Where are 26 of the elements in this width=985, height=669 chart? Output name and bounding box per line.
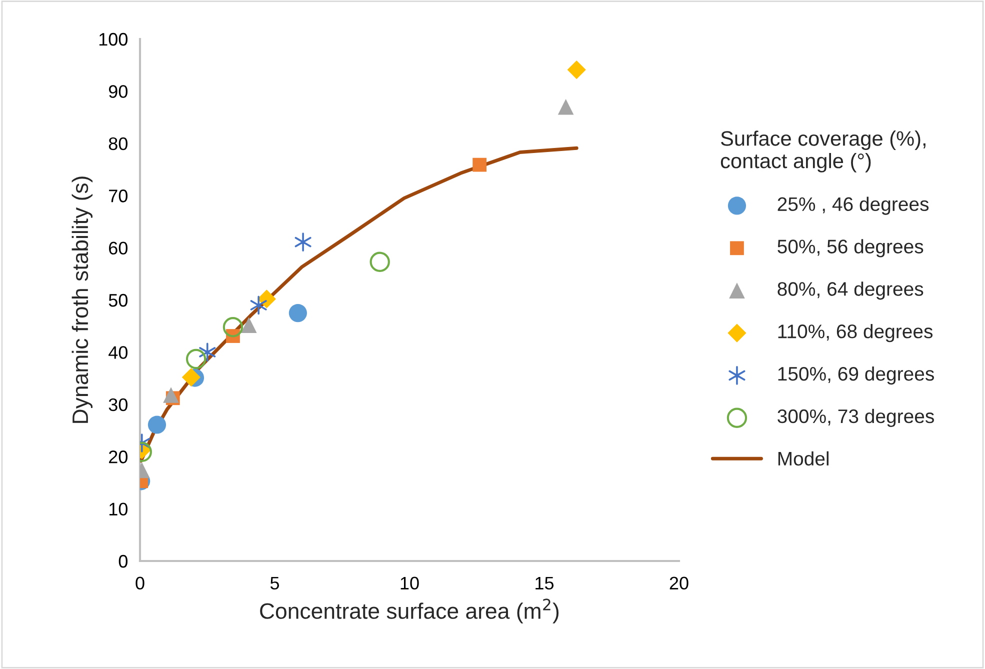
y-tick-label: 20: [109, 450, 128, 464]
y-tick-label: 0: [118, 554, 128, 568]
y-tick-label: 50: [108, 294, 128, 307]
y-tick-label: 70: [109, 190, 128, 202]
legend-label: 110%, 68 degrees: [778, 324, 933, 342]
y-tick-label: 10: [109, 502, 128, 516]
y-tick-label: 40: [108, 346, 128, 359]
y-tick-label: 100: [99, 32, 128, 46]
y-tick-label: 90: [108, 85, 128, 98]
y-axis-title: Dynamic froth stability (s): [72, 176, 93, 423]
y-tick-label: 60: [109, 242, 128, 255]
x-tick-label: 10: [400, 576, 419, 590]
x-tick-label: 0: [136, 576, 144, 590]
y-tick-label: 30: [108, 398, 128, 412]
legend-label: 80%, 64 degrees: [778, 282, 924, 300]
legend-label: 25% , 46 degrees: [778, 196, 929, 215]
legend-label: 300%, 73 degrees: [778, 408, 934, 428]
legend-label: 150%, 69 degrees: [778, 366, 934, 385]
legend-title: Surface coverage (%), contact angle (°): [720, 130, 926, 172]
x-axis-title: Concentrate surface area (m$^{2}$): [260, 598, 559, 624]
x-tick-label: 15: [536, 576, 554, 590]
x-tick-label: 5: [270, 576, 280, 590]
legend-label: 50%, 56 degrees: [778, 239, 924, 258]
legend-label: Model: [778, 451, 828, 466]
x-tick-label: 20: [670, 576, 688, 590]
y-tick-label: 80: [108, 137, 128, 150]
